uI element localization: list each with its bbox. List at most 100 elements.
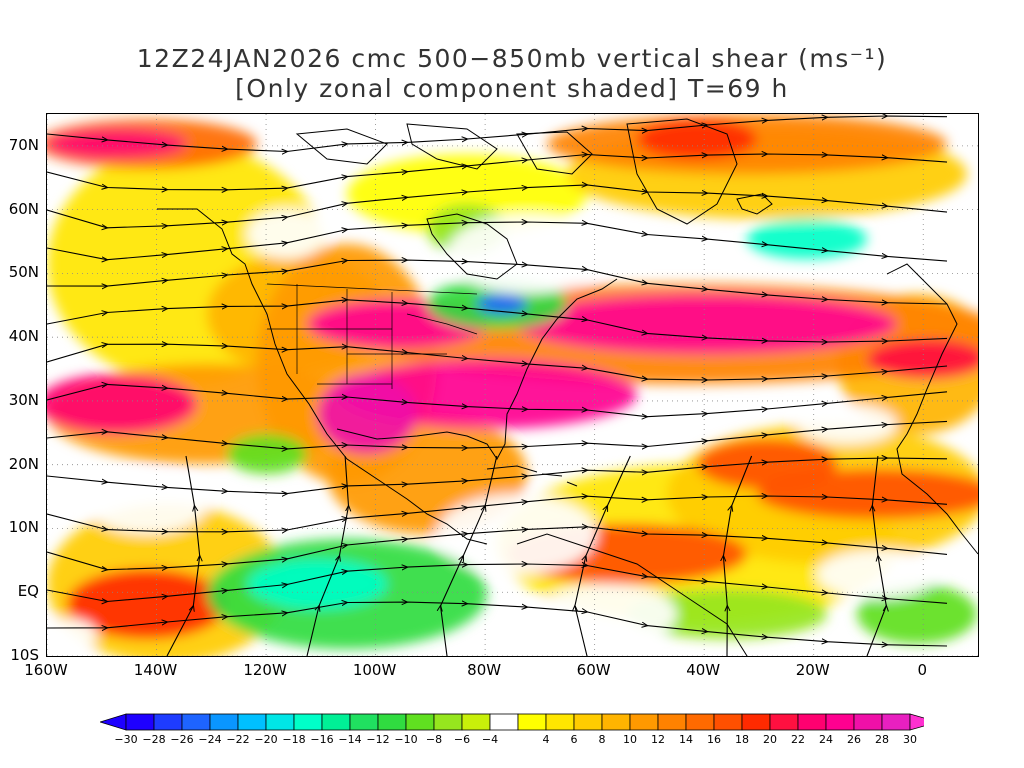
colorbar [100, 713, 924, 731]
lon-label: 100W [352, 661, 397, 679]
colorbar-tick-label: 30 [903, 733, 917, 746]
colorbar-segment [377, 713, 407, 731]
colorbar-segment [629, 713, 659, 731]
lat-label: EQ [17, 582, 39, 601]
colorbar-tick-label: −4 [481, 733, 499, 746]
colorbar-segment [517, 713, 547, 731]
lon-label: 60W [576, 661, 611, 679]
colorbar-tick-label: 20 [763, 733, 777, 746]
colorbar-tick-label: 6 [570, 733, 578, 746]
streamline [47, 344, 948, 380]
shear-shading [47, 114, 978, 656]
streamline [47, 384, 948, 416]
streamline [723, 455, 753, 656]
lon-label: 40W [686, 661, 721, 679]
colorbar-tick-label: −18 [282, 733, 306, 746]
colorbar-segment [209, 713, 239, 731]
lat-label: 30N [8, 390, 39, 409]
colorbar-segment [433, 713, 463, 731]
shear-shade-region [697, 439, 837, 489]
colorbar-segment [769, 713, 799, 731]
colorbar-tick-label: −8 [425, 733, 443, 746]
lat-label: 20N [8, 454, 39, 473]
colorbar-segment [265, 713, 295, 731]
colorbar-tick-label: −6 [453, 733, 471, 746]
shear-shade-region [247, 559, 387, 609]
shear-shade-region [447, 214, 607, 294]
colorbar-tick-label: −10 [394, 733, 418, 746]
colorbar-tick-label: 28 [875, 733, 889, 746]
shear-shade-region [87, 474, 207, 534]
colorbar-tick-label: 16 [707, 733, 721, 746]
colorbar-segment [741, 713, 771, 731]
lat-label: 10N [8, 518, 39, 537]
shear-shade-region [537, 584, 677, 644]
colorbar-segment [601, 713, 631, 731]
shear-shade-region [817, 549, 937, 599]
colorbar-segment [321, 713, 351, 731]
chart-title-block: 12Z24JAN2026 cmc 500−850mb vertical shea… [0, 44, 1024, 104]
colorbar-segment [545, 713, 575, 731]
shear-shade-region [317, 374, 417, 454]
colorbar-segment [573, 713, 603, 731]
shear-shade-region [47, 619, 97, 649]
streamline [866, 455, 886, 656]
colorbar-max-arrow [909, 713, 924, 731]
colorbar-segment [181, 713, 211, 731]
colorbar-tick-label: 18 [735, 733, 749, 746]
colorbar-segment [825, 713, 855, 731]
lon-label: 160W [24, 661, 68, 679]
shear-shade-region [247, 209, 327, 259]
colorbar-tick-label: 10 [623, 733, 637, 746]
streamline [575, 455, 631, 656]
colorbar-segment [489, 713, 519, 731]
colorbar-segment [881, 713, 911, 731]
colorbar-tick-label: −30 [114, 733, 138, 746]
lat-label: 70N [8, 135, 39, 154]
colorbar-min-arrow [100, 713, 127, 731]
lon-label: 20W [795, 661, 830, 679]
streamline [47, 222, 948, 261]
colorbar-segment [797, 713, 827, 731]
colorbar-segment [125, 713, 155, 731]
shear-shade-region [797, 404, 897, 444]
colorbar-tick-label: −26 [170, 733, 194, 746]
title-line-2: [Only zonal component shaded] T=69 h [235, 74, 789, 103]
colorbar-segment [153, 713, 183, 731]
colorbar-tick-label: 8 [598, 733, 606, 746]
shear-shade-region [227, 434, 307, 474]
colorbar-segment [461, 713, 491, 731]
shear-map [47, 114, 978, 656]
shear-shade-region [867, 339, 978, 379]
lat-label: 10S [10, 646, 39, 664]
colorbar-tick-label: −12 [366, 733, 390, 746]
streamline [306, 455, 349, 656]
title-line-1: 12Z24JAN2026 cmc 500−850mb vertical shea… [136, 44, 888, 73]
shear-shade-region [47, 129, 187, 159]
colorbar-tick-label: 26 [847, 733, 861, 746]
streamline [441, 455, 498, 656]
colorbar-tick-label: −14 [338, 733, 362, 746]
streamline [47, 420, 948, 449]
streamline [47, 602, 948, 646]
lon-label: 140W [133, 661, 178, 679]
lat-label: 50N [8, 263, 39, 282]
map-panel [46, 113, 979, 657]
coastline-segment [295, 128, 388, 165]
colorbar-tick-label: −16 [310, 733, 334, 746]
colorbar-segment [685, 713, 715, 731]
streamline [47, 116, 948, 152]
streamline [166, 455, 200, 656]
colorbar-segment [349, 713, 379, 731]
colorbar-segment [657, 713, 687, 731]
colorbar-tick-label: −24 [198, 733, 222, 746]
shear-shade-region [637, 119, 757, 159]
lon-label: 80W [467, 661, 502, 679]
colorbar-segment [853, 713, 883, 731]
colorbar-tick-label: −22 [226, 733, 250, 746]
colorbar-segment [237, 713, 267, 731]
colorbar-tick-label: 4 [542, 733, 550, 746]
colorbar-tick-label: 14 [679, 733, 693, 746]
coastline-segment [886, 263, 978, 555]
colorbar-tick-label: −20 [254, 733, 278, 746]
